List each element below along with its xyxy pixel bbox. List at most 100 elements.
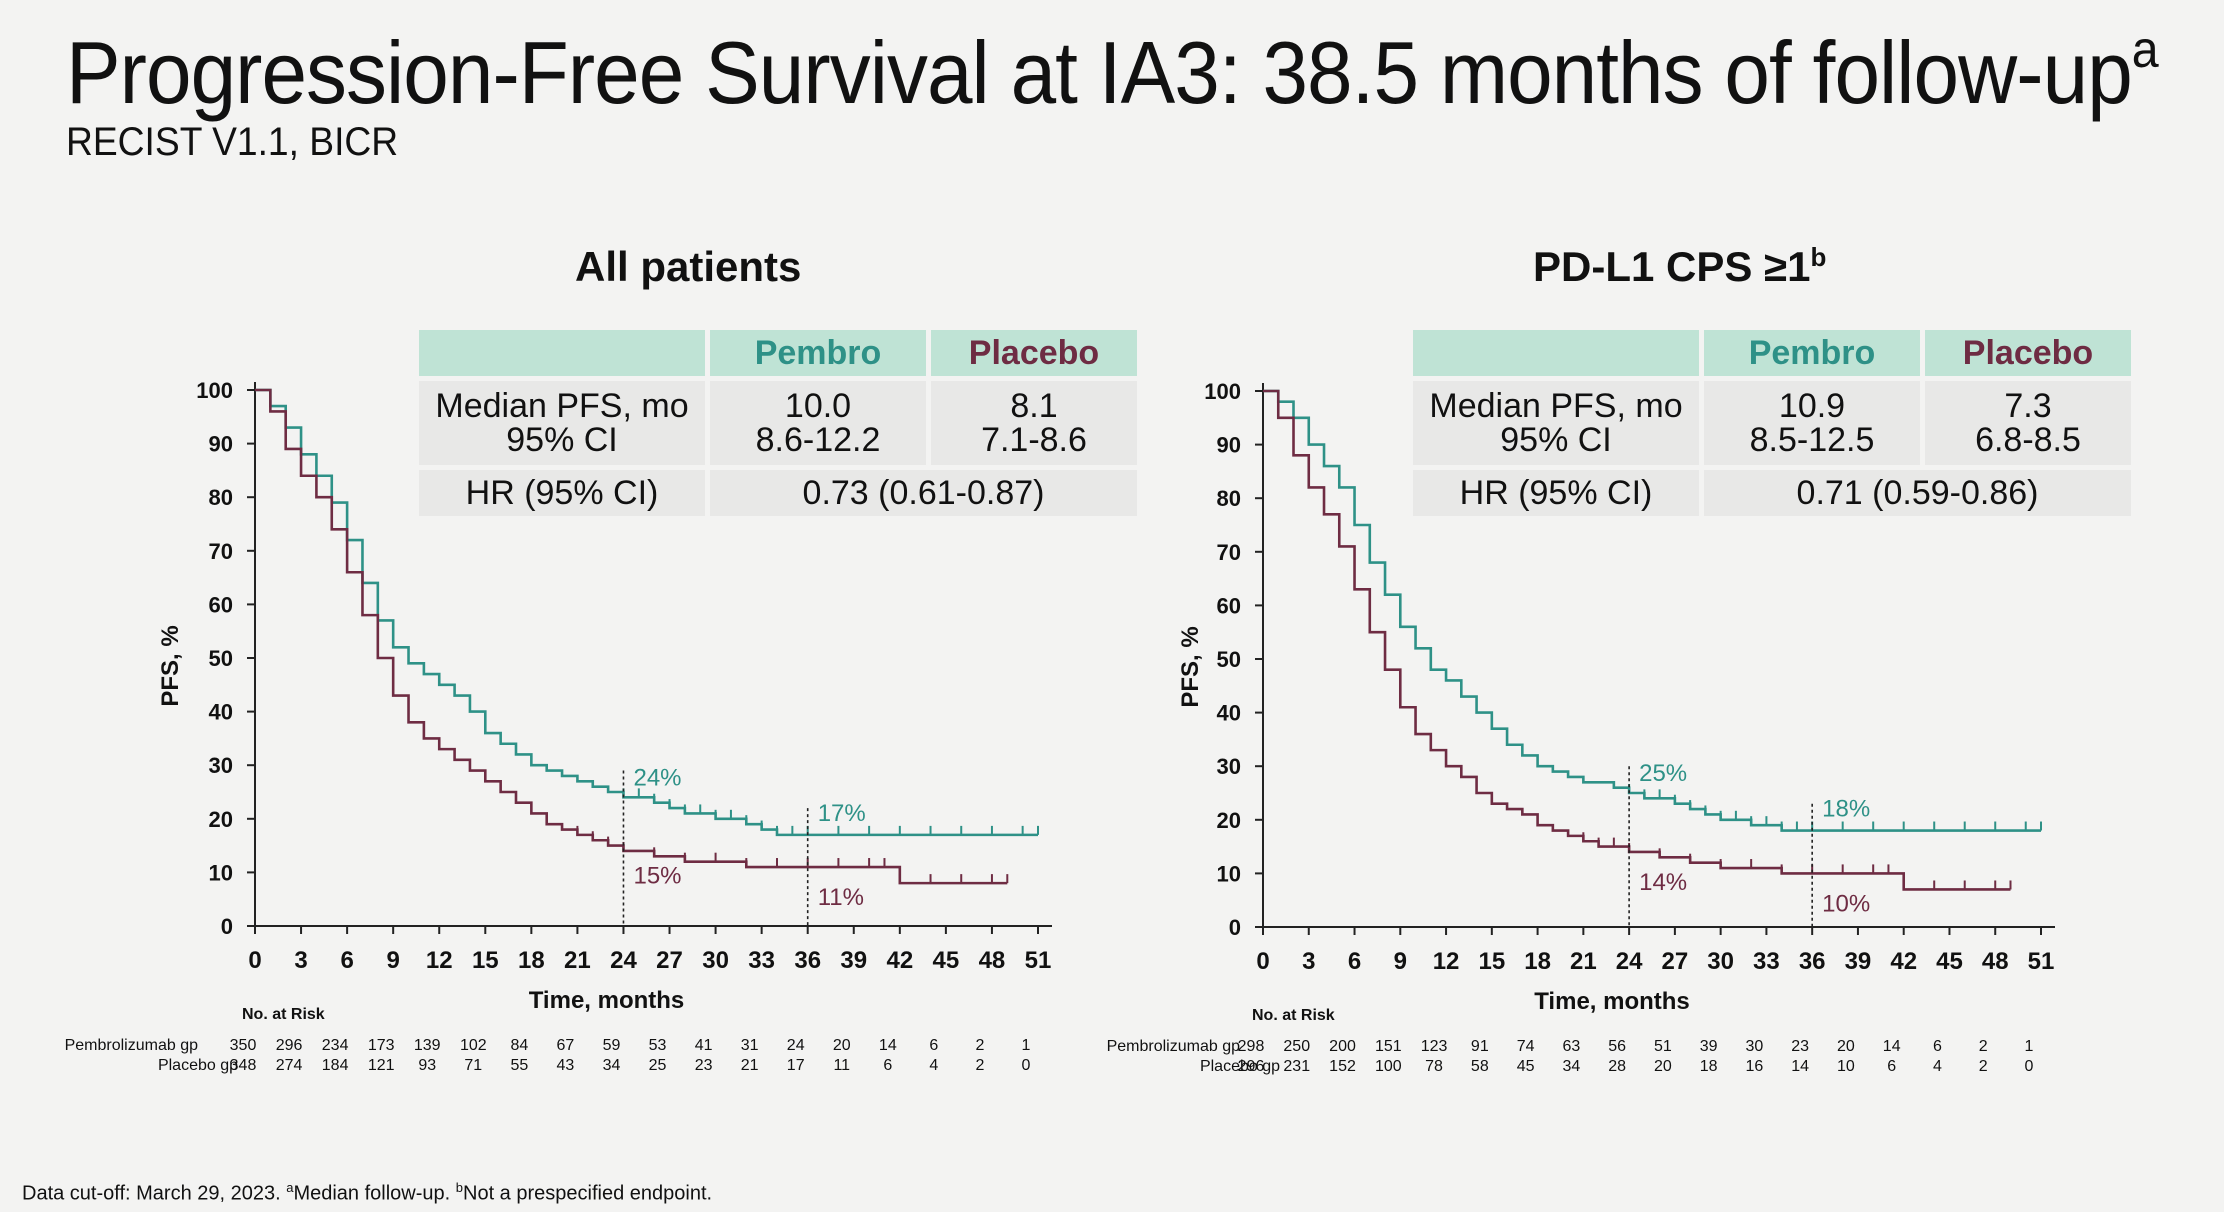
footnote-pre: Data cut-off: March 29, 2023. — [22, 1182, 287, 1205]
risk-value-placebo: 14 — [1791, 1058, 1809, 1075]
risk-header: No. at Risk — [1252, 1007, 1335, 1024]
pembro-ci-value: 8.6-12.2 — [755, 421, 881, 459]
x-tick-label: 3 — [1302, 948, 1315, 975]
risk-value-placebo: 25 — [649, 1057, 667, 1074]
risk-value-pembro: 250 — [1283, 1038, 1310, 1055]
risk-value-pembro: 30 — [1746, 1038, 1764, 1055]
risk-value-placebo: 231 — [1283, 1058, 1310, 1075]
landmark-label: 24% — [633, 764, 681, 791]
table-header-blank — [1413, 330, 1699, 376]
x-tick-label: 0 — [1256, 948, 1269, 975]
risk-value-placebo: 2 — [975, 1057, 984, 1074]
y-tick-label: 60 — [1217, 593, 1241, 618]
x-tick-label: 9 — [386, 947, 399, 974]
landmark-label: 17% — [818, 800, 866, 827]
y-tick-label: 60 — [209, 592, 233, 617]
risk-header: No. at Risk — [242, 1006, 325, 1023]
risk-value-placebo: 34 — [1562, 1058, 1580, 1075]
y-tick-label: 90 — [209, 432, 233, 457]
risk-value-pembro: 84 — [510, 1037, 528, 1054]
y-tick-label: 10 — [1217, 861, 1241, 886]
x-tick-label: 27 — [1662, 948, 1689, 975]
y-axis-title: PFS, % — [157, 625, 184, 706]
panel-title-all-patients: All patients — [575, 242, 801, 291]
x-tick-label: 0 — [248, 947, 261, 974]
risk-value-pembro: 14 — [1883, 1038, 1901, 1055]
placebo-ci-value: 6.8-8.5 — [1975, 421, 2081, 459]
table-cell-placebo-median: 7.3 6.8-8.5 — [1925, 381, 2131, 465]
risk-value-placebo: 28 — [1608, 1058, 1626, 1075]
table-row-label-hr: HR (95% CI) — [419, 470, 705, 516]
risk-value-placebo: 184 — [322, 1057, 349, 1074]
risk-value-pembro: 31 — [741, 1037, 759, 1054]
x-tick-label: 30 — [702, 947, 729, 974]
x-tick-label: 51 — [1025, 947, 1052, 974]
x-tick-label: 36 — [794, 947, 821, 974]
risk-value-placebo: 43 — [557, 1057, 575, 1074]
y-tick-label: 70 — [1217, 540, 1241, 565]
stats-table-pdl1: Pembro Placebo Median PFS, mo 95% CI 10.9… — [1408, 325, 2136, 521]
risk-value-pembro: 63 — [1562, 1038, 1580, 1055]
risk-value-pembro: 53 — [649, 1037, 667, 1054]
table-row-label-median: Median PFS, mo 95% CI — [1413, 381, 1699, 465]
y-tick-label: 100 — [196, 378, 233, 403]
risk-value-pembro: 51 — [1654, 1038, 1672, 1055]
x-tick-label: 15 — [1478, 948, 1505, 975]
median-label: Median PFS, mo — [1429, 387, 1683, 425]
ci-label: 95% CI — [1500, 421, 1612, 459]
risk-value-pembro: 59 — [603, 1037, 621, 1054]
risk-value-placebo: 18 — [1700, 1058, 1718, 1075]
x-tick-label: 6 — [1348, 948, 1361, 975]
x-tick-label: 24 — [1616, 948, 1643, 975]
km-curve-placebo — [255, 388, 1008, 885]
stats-table-all-patients: Pembro Placebo Median PFS, mo 95% CI 10.0… — [414, 325, 1142, 521]
landmark-label: 15% — [633, 863, 681, 890]
risk-value-pembro: 20 — [1837, 1038, 1855, 1055]
risk-value-placebo: 58 — [1471, 1058, 1489, 1075]
slide-subtitle: RECIST V1.1, BICR — [66, 120, 399, 164]
risk-value-pembro: 74 — [1517, 1038, 1535, 1055]
pembro-ci-value: 8.5-12.5 — [1749, 421, 1875, 459]
table-header-placebo: Placebo — [931, 330, 1137, 376]
risk-value-pembro: 6 — [929, 1037, 938, 1054]
x-axis-title: Time, months — [1534, 988, 1690, 1015]
risk-label-pembro: Pembrolizumab gp — [65, 1037, 199, 1054]
x-axis-title: Time, months — [529, 987, 685, 1014]
landmark-label: 14% — [1639, 869, 1687, 896]
landmark-label: 10% — [1822, 890, 1870, 917]
y-tick-label: 90 — [1217, 433, 1241, 458]
footnote-sup-b: b — [455, 1180, 463, 1195]
panel-title-sup: b — [1810, 242, 1827, 272]
risk-value-placebo: 4 — [1933, 1058, 1942, 1075]
panel-title-text: PD-L1 CPS ≥1 — [1533, 243, 1811, 290]
risk-value-placebo: 11 — [833, 1057, 850, 1074]
footnote-post: Not a prespecified endpoint. — [463, 1182, 713, 1205]
risk-value-placebo: 274 — [276, 1057, 303, 1074]
risk-value-pembro: 200 — [1329, 1038, 1356, 1055]
landmark-label: 11% — [818, 884, 864, 911]
risk-value-pembro: 151 — [1375, 1038, 1402, 1055]
risk-value-placebo: 34 — [603, 1057, 621, 1074]
risk-value-placebo: 21 — [741, 1057, 759, 1074]
x-tick-label: 45 — [933, 947, 960, 974]
risk-value-placebo: 2 — [1979, 1058, 1988, 1075]
y-tick-label: 20 — [1217, 808, 1241, 833]
x-tick-label: 48 — [1982, 948, 2009, 975]
risk-value-pembro: 56 — [1608, 1038, 1626, 1055]
x-tick-label: 48 — [979, 947, 1006, 974]
table-header-pembro: Pembro — [710, 330, 926, 376]
y-tick-label: 50 — [209, 646, 233, 671]
risk-value-pembro: 350 — [230, 1037, 257, 1054]
risk-value-placebo: 17 — [787, 1057, 805, 1074]
panel-title-pdl1: PD-L1 CPS ≥1b — [1533, 242, 1826, 291]
risk-value-placebo: 152 — [1329, 1058, 1356, 1075]
y-tick-label: 100 — [1204, 379, 1241, 404]
y-tick-label: 80 — [1217, 486, 1241, 511]
risk-value-placebo: 45 — [1517, 1058, 1535, 1075]
km-curve-placebo — [1263, 389, 2011, 891]
placebo-ci-value: 7.1-8.6 — [981, 421, 1087, 459]
risk-value-pembro: 2 — [1979, 1038, 1988, 1055]
